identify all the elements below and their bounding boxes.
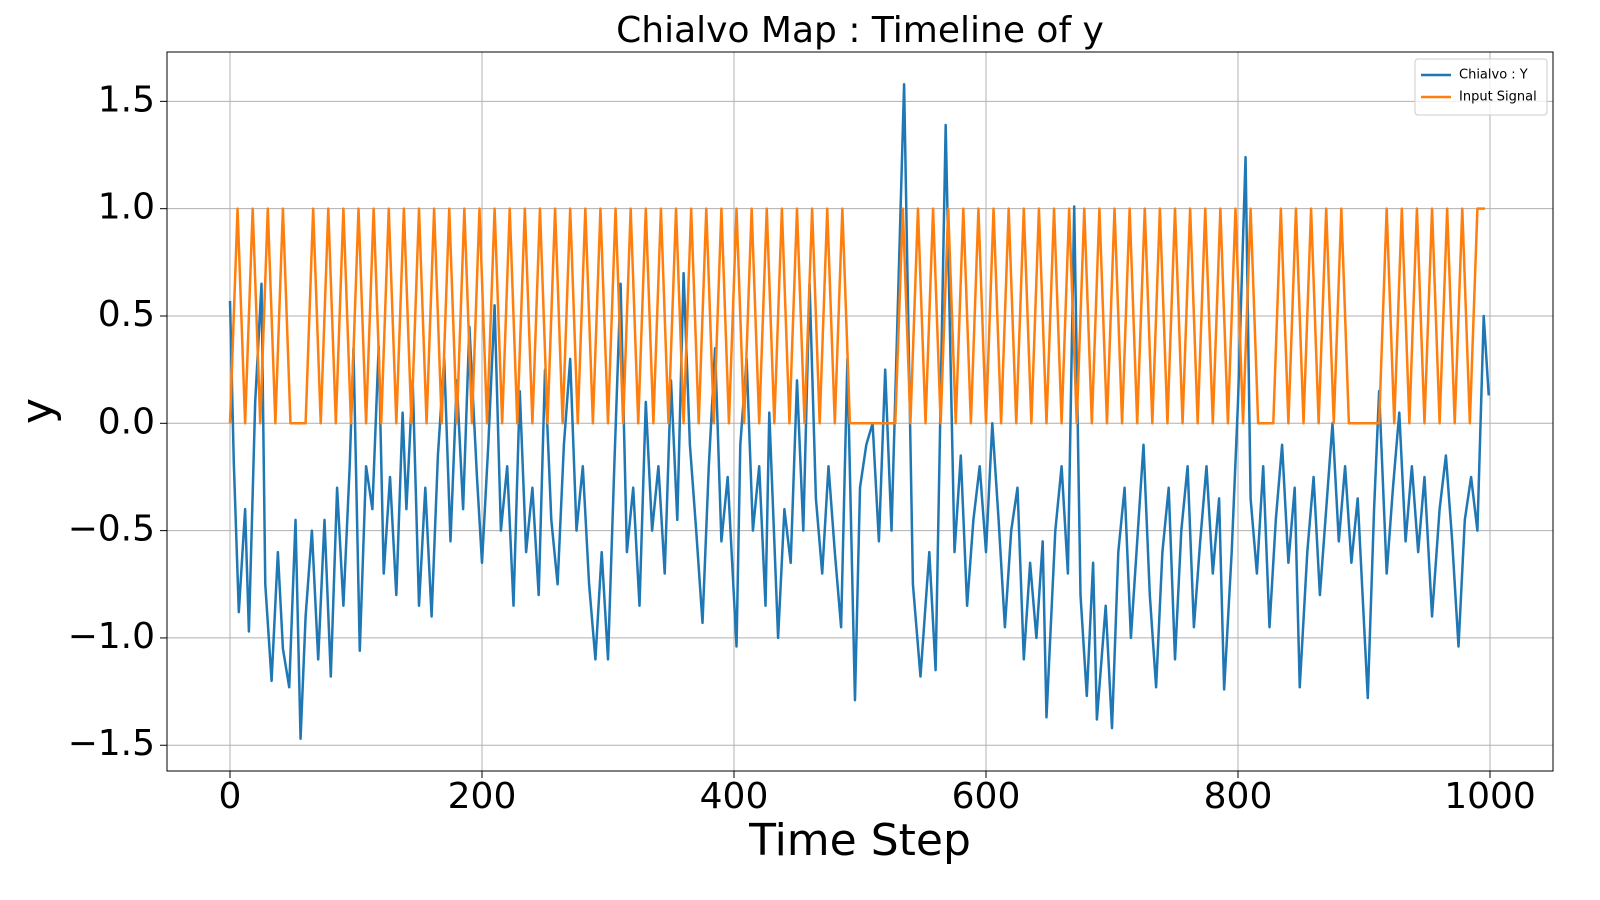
chart-title: Chialvo Map : Timeline of y — [616, 10, 1104, 51]
legend-label: Chialvo : Y — [1459, 68, 1528, 83]
x-tick-label: 1000 — [1444, 776, 1536, 817]
line-series — [228, 82, 1490, 741]
legend: Chialvo : Y Input Signal — [1414, 58, 1548, 116]
x-tick-label: 600 — [952, 776, 1021, 817]
y-axis-label: y — [12, 398, 63, 424]
x-tick-label: 400 — [700, 776, 769, 817]
line-series — [228, 207, 1485, 425]
legend-box — [1414, 58, 1548, 116]
y-tick-label: 0.5 — [98, 294, 155, 335]
y-tick-label: −1.0 — [68, 616, 155, 657]
y-tick-label: 0.0 — [98, 401, 155, 442]
plot-frame — [166, 51, 1554, 772]
legend-label: Input Signal — [1459, 90, 1537, 105]
y-tick-label: −1.5 — [68, 723, 155, 764]
x-tick-label: 0 — [219, 776, 242, 817]
y-tick-label: −0.5 — [68, 509, 155, 550]
x-axis-label: Time Step — [748, 815, 971, 866]
x-tick-label: 200 — [448, 776, 517, 817]
y-tick-label: 1.5 — [98, 79, 155, 120]
y-tick-label: 1.0 — [98, 187, 155, 228]
x-tick-label: 800 — [1204, 776, 1273, 817]
